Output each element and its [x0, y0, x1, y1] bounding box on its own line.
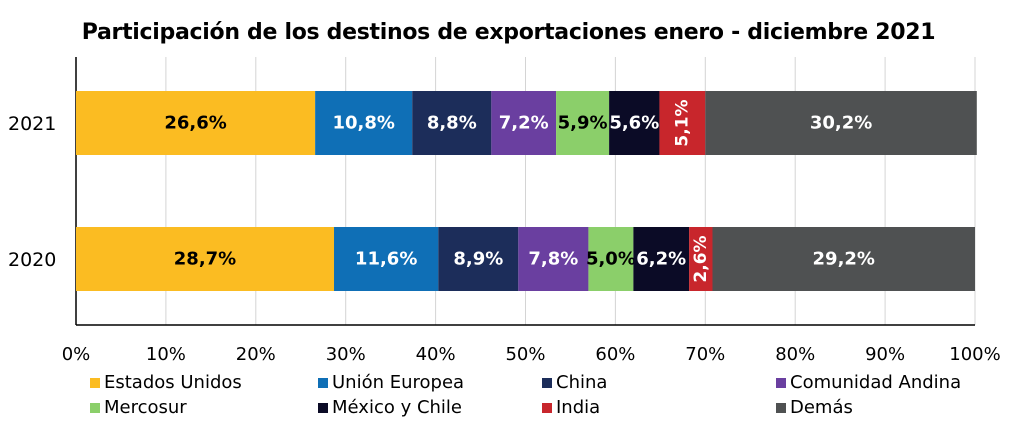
data-label: 7,8%	[528, 249, 578, 270]
bar-segment	[438, 227, 519, 291]
y-category-label: 2021	[8, 113, 56, 135]
x-tick-label: 90%	[865, 344, 905, 365]
x-tick-label: 60%	[595, 344, 635, 365]
y-category-label: 2020	[8, 249, 56, 271]
legend-item: México y Chile	[318, 397, 462, 418]
bar-segment	[315, 91, 413, 155]
bar-segment	[491, 91, 557, 155]
bar-segment	[609, 91, 660, 155]
x-tick-label: 40%	[416, 344, 456, 365]
data-label: 5,6%	[609, 113, 659, 134]
data-label: 30,2%	[810, 113, 872, 134]
legend-label: India	[556, 397, 601, 418]
data-label: 11,6%	[355, 249, 417, 270]
legend-item: Mercosur	[90, 397, 187, 418]
legend-label: Demás	[790, 397, 853, 418]
legend-item: Unión Europea	[318, 372, 464, 393]
bar-segment	[712, 227, 975, 291]
legend-swatch	[776, 377, 786, 388]
chart-title: Participación de los destinos de exporta…	[81, 20, 936, 45]
legend-label: Comunidad Andina	[790, 372, 962, 393]
bar-segment	[689, 227, 713, 291]
legend-swatch	[318, 377, 328, 388]
data-label: 10,8%	[332, 113, 394, 134]
legend-swatch	[542, 377, 552, 388]
bar-segment	[76, 227, 335, 291]
bar-segment	[659, 91, 706, 155]
bar-segment	[705, 91, 977, 155]
legend-label: Mercosur	[104, 397, 187, 418]
x-tick-label: 0%	[62, 344, 91, 365]
legend-label: Unión Europea	[332, 372, 465, 393]
legend-item: Estados Unidos	[90, 372, 242, 393]
legend-swatch	[318, 402, 328, 413]
legend-item: China	[542, 372, 607, 393]
bar-segment	[76, 91, 316, 155]
data-label: 26,6%	[164, 113, 226, 134]
data-label: 8,8%	[427, 113, 477, 134]
legend-item: Demás	[776, 397, 853, 418]
bar-segment	[556, 91, 610, 155]
bar-segment	[633, 227, 690, 291]
x-tick-label: 20%	[236, 344, 276, 365]
x-tick-label: 30%	[326, 344, 366, 365]
data-label: 5,0%	[586, 249, 636, 270]
legend-item: India	[542, 397, 600, 418]
data-label: 5,9%	[558, 113, 608, 134]
x-tick-label: 70%	[685, 344, 725, 365]
legend-swatch	[90, 377, 100, 388]
legend-swatch	[776, 402, 786, 413]
data-label: 6,2%	[636, 249, 686, 270]
bar-segment	[334, 227, 439, 291]
x-tick-label: 100%	[949, 344, 1000, 365]
legend-swatch	[542, 402, 552, 413]
bar-segment	[412, 91, 492, 155]
data-label: 29,2%	[813, 249, 875, 270]
data-label: 28,7%	[174, 249, 236, 270]
data-label: 2,6%	[691, 235, 711, 282]
x-tick-label: 10%	[146, 344, 186, 365]
legend-label: México y Chile	[332, 397, 462, 418]
bar-segment	[588, 227, 634, 291]
data-label: 8,9%	[453, 249, 503, 270]
chart-legend: Estados Unidos Unión Europea China Comunida…	[90, 372, 990, 428]
x-tick-label: 50%	[505, 344, 545, 365]
data-label: 7,2%	[499, 113, 549, 134]
legend-swatch	[90, 402, 100, 413]
data-label: 5,1%	[672, 99, 692, 146]
bar-segment	[518, 227, 589, 291]
legend-label: China	[556, 372, 608, 393]
legend-item: Comunidad Andina	[776, 372, 961, 393]
legend-label: Estados Unidos	[104, 372, 242, 393]
x-tick-label: 80%	[775, 344, 815, 365]
